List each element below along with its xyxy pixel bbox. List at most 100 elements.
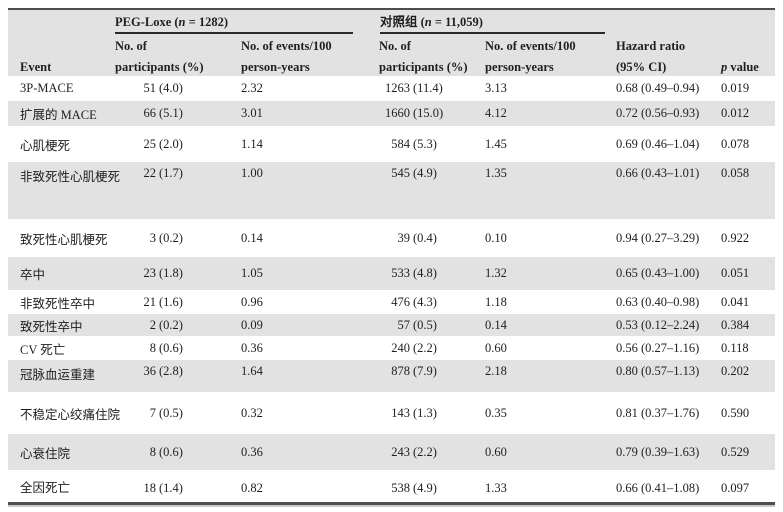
peg-loxe-event-rate-cell: 0.82 <box>241 481 263 495</box>
p-value-cell: 0.118 <box>721 340 749 355</box>
col-header-g1-participants-l1: No. of <box>115 39 147 53</box>
control-event-rate-cell: 1.35 <box>485 166 507 180</box>
group2-label-pre: 对照组 ( <box>380 15 425 29</box>
table-row: 不稳定心绞痛住院 7 (0.5) 0.32 143 (1.3) 0.35 0.81 (0.37… <box>8 392 775 434</box>
participant-percent: (0.5) <box>413 317 437 332</box>
participant-count: 36 <box>143 364 157 378</box>
control-event-rate-cell: 1.32 <box>485 266 507 280</box>
p-value-cell: 0.078 <box>721 136 750 151</box>
hazard-ratio-cell: 0.69 (0.46–1.04) <box>616 136 700 151</box>
p-value-cell: 0.384 <box>721 317 750 332</box>
participant-percent: (0.2) <box>159 230 183 245</box>
control-participants-cell: 1263 (11.4) <box>377 81 483 96</box>
participant-percent: (1.3) <box>413 405 437 420</box>
peg-loxe-participants-cell: 3 (0.2) <box>115 231 240 246</box>
group1-label-n: n <box>178 15 186 29</box>
participant-percent: (2.0) <box>159 136 183 151</box>
participant-percent: (0.5) <box>159 405 183 420</box>
peg-loxe-participants-cell: 8 (0.6) <box>115 341 240 356</box>
group1-label-post: = 1282) <box>185 15 229 29</box>
participant-percent: (4.9) <box>413 166 437 180</box>
control-participants-cell: 476 (4.3) <box>377 295 483 310</box>
event-cell: 非致死性卒中 <box>20 296 96 311</box>
event-cell: 致死性卒中 <box>20 319 83 334</box>
participant-count: 1660 <box>385 106 410 120</box>
hazard-ratio-cell: 0.81 (0.37–1.76) <box>616 405 700 420</box>
p-value-cell: 0.051 <box>721 266 750 280</box>
participant-percent: (4.0) <box>159 81 183 95</box>
participant-count: 143 <box>391 405 410 420</box>
hazard-ratio-cell: 0.63 (0.40–0.98) <box>616 294 700 309</box>
hazard-ratio-cell: 0.72 (0.56–0.93) <box>616 106 700 120</box>
table-row: 心肌梗死 25 (2.0) 1.14 584 (5.3) 1.45 0.69 (0.46–1.… <box>8 126 775 162</box>
participant-count: 476 <box>391 294 410 309</box>
group2-label-post: = 11,059) <box>431 15 483 29</box>
table-row: 非致死性卒中 21 (1.6) 0.96 476 (4.3) 1.18 0.63 (0.40–… <box>8 290 775 314</box>
group1-label-pre: PEG-Loxe ( <box>115 15 179 29</box>
participant-percent: (7.9) <box>413 364 437 378</box>
table-row: 致死性心肌梗死 3 (0.2) 0.14 39 (0.4) 0.10 0.94 (0.27–3… <box>8 219 775 257</box>
col-header-g2-participants-l1: No. of <box>379 39 411 53</box>
participant-percent: (1.7) <box>159 166 183 180</box>
participant-count: 8 <box>149 444 156 459</box>
participant-count: 243 <box>391 444 410 459</box>
col-header-g1-participants-l2: participants (%) <box>115 60 204 74</box>
p-value-cell: 0.058 <box>721 166 750 180</box>
table-row: 致死性卒中 2 (0.2) 0.09 57 (0.5) 0.14 0.53 (0.12–2.2… <box>8 314 775 336</box>
participant-percent: (15.0) <box>413 106 444 120</box>
table-row: 扩展的 MACE 66 (5.1) 3.01 1660 (15.0) 4.12 0.72 (0… <box>8 101 775 126</box>
hazard-ratio-cell: 0.66 (0.43–1.01) <box>616 166 700 180</box>
peg-loxe-participants-cell: 66 (5.1) <box>115 106 240 121</box>
event-cell: 非致死性心肌梗死 <box>20 170 121 184</box>
control-event-rate-cell: 1.18 <box>485 294 507 309</box>
col-header-g2-participants-l2: participants (%) <box>379 60 468 74</box>
participant-percent: (11.4) <box>413 81 443 95</box>
table-row: 3P-MACE 51 (4.0) 2.32 1263 (11.4) 3.13 0.68 (0.… <box>8 76 775 101</box>
control-participants-cell: 243 (2.2) <box>377 445 483 460</box>
participant-count: 51 <box>143 81 157 95</box>
control-participants-cell: 538 (4.9) <box>377 481 483 496</box>
control-participants-cell: 143 (1.3) <box>377 406 483 421</box>
p-value-cell: 0.922 <box>721 230 750 245</box>
control-event-rate-cell: 4.12 <box>485 106 507 120</box>
control-event-rate-cell: 0.14 <box>485 317 507 332</box>
p-value-cell: 0.202 <box>721 364 750 378</box>
control-participants-cell: 545 (4.9) <box>377 166 483 181</box>
group-header-control: 对照组 (n = 11,059) <box>380 15 605 34</box>
peg-loxe-event-rate-cell: 2.32 <box>241 81 263 95</box>
subheader-row-2: Event participants (%) person-years part… <box>8 57 775 78</box>
table-row: 卒中 23 (1.8) 1.05 533 (4.8) 1.32 0.65 (0.43–1.00… <box>8 257 775 290</box>
hazard-ratio-cell: 0.80 (0.57–1.13) <box>616 364 700 378</box>
event-cell: 致死性心肌梗死 <box>20 232 108 247</box>
hazard-ratio-cell: 0.65 (0.43–1.00) <box>616 266 700 280</box>
col-header-hazard-l2: (95% CI) <box>616 60 667 74</box>
participant-count: 584 <box>391 136 410 151</box>
control-participants-cell: 57 (0.5) <box>377 318 483 333</box>
peg-loxe-participants-cell: 18 (1.4) <box>115 481 240 496</box>
participant-count: 66 <box>143 106 157 120</box>
p-value-cell: 0.019 <box>721 81 750 95</box>
participant-percent: (0.4) <box>413 230 437 245</box>
participant-percent: (4.3) <box>413 294 437 309</box>
peg-loxe-participants-cell: 22 (1.7) <box>115 166 240 181</box>
participant-count: 240 <box>391 340 410 355</box>
table-header: PEG-Loxe (n = 1282) 对照组 (n = 11,059) No.… <box>8 8 775 76</box>
col-header-g1-events-l1: No. of events/100 <box>241 39 332 53</box>
hazard-ratio-cell: 0.66 (0.41–1.08) <box>616 481 700 495</box>
event-cell: 不稳定心绞痛住院 <box>20 407 121 422</box>
peg-loxe-participants-cell: 51 (4.0) <box>115 81 240 96</box>
p-value-cell: 0.012 <box>721 106 750 120</box>
event-cell: 卒中 <box>20 268 46 282</box>
p-header-italic: p <box>721 60 728 74</box>
peg-loxe-participants-cell: 36 (2.8) <box>115 364 240 379</box>
participant-percent: (1.8) <box>159 266 183 280</box>
participant-percent: (0.2) <box>159 317 183 332</box>
col-header-event: Event <box>20 60 52 74</box>
participant-count: 545 <box>391 166 410 180</box>
peg-loxe-event-rate-cell: 0.32 <box>241 405 263 420</box>
group2-label-n: n <box>424 15 432 29</box>
peg-loxe-event-rate-cell: 1.00 <box>241 166 263 180</box>
participant-count: 538 <box>391 481 410 495</box>
table-body: 3P-MACE 51 (4.0) 2.32 1263 (11.4) 3.13 0.68 (0.… <box>8 76 775 505</box>
participant-count: 57 <box>397 317 411 332</box>
